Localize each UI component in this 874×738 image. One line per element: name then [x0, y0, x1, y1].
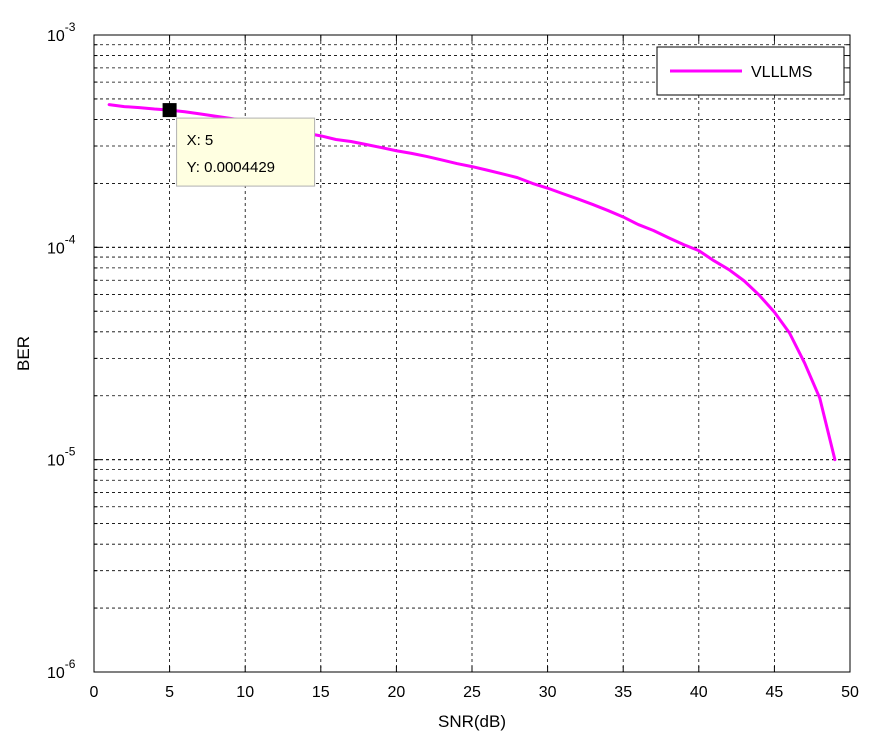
- y-tick-base: 10: [47, 240, 65, 257]
- y-tick-exponent: -6: [65, 657, 76, 671]
- y-tick-label: 10-3: [47, 20, 76, 45]
- x-tick-label: 45: [766, 684, 784, 701]
- x-tick-label: 40: [690, 684, 708, 701]
- data-tip-box: [176, 117, 316, 187]
- y-axis-ticks: 10-610-510-410-3: [47, 20, 850, 682]
- data-tip-x-text: X: 5: [187, 132, 214, 149]
- x-tick-label: 35: [614, 684, 632, 701]
- y-tick-exponent: -4: [65, 232, 76, 246]
- y-tick-label: 10-5: [47, 445, 76, 470]
- y-tick-base: 10: [47, 665, 65, 682]
- y-tick-base: 10: [47, 28, 65, 45]
- x-tick-label: 10: [236, 684, 254, 701]
- y-axis-label: BER: [14, 336, 33, 371]
- x-axis-ticks: 0 5 10 15 20 25 30 35 40 45 50: [90, 35, 859, 701]
- x-tick-label: 30: [539, 684, 557, 701]
- y-tick-label: 10-4: [47, 232, 76, 257]
- x-tick-label: 25: [463, 684, 481, 701]
- legend-label-vlllms: VLLLMS: [751, 64, 812, 81]
- x-axis-label: SNR(dB): [438, 712, 506, 731]
- data-tip[interactable]: X: 5 Y: 0.0004429: [162, 103, 316, 187]
- y-tick-label: 10-6: [47, 657, 76, 682]
- x-tick-label: 50: [841, 684, 859, 701]
- y-tick-exponent: -3: [65, 20, 76, 34]
- y-tick-exponent: -5: [65, 445, 76, 459]
- data-tip-marker[interactable]: [162, 103, 177, 118]
- y-tick-base: 10: [47, 453, 65, 470]
- x-tick-label: 0: [90, 684, 99, 701]
- x-tick-label: 20: [388, 684, 406, 701]
- data-tip-y-text: Y: 0.0004429: [187, 159, 275, 176]
- legend: VLLLMS: [656, 46, 845, 96]
- x-tick-label: 5: [165, 684, 174, 701]
- plot-area-border: [93, 34, 851, 673]
- x-tick-label: 15: [312, 684, 330, 701]
